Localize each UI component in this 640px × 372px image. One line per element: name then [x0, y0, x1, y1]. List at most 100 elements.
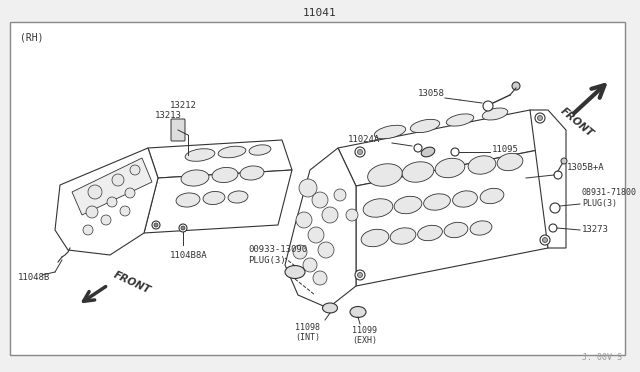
Text: 11024A: 11024A	[348, 135, 380, 144]
Ellipse shape	[482, 108, 508, 120]
Circle shape	[540, 235, 550, 245]
Ellipse shape	[497, 153, 523, 171]
Text: 11041: 11041	[303, 8, 337, 18]
Ellipse shape	[446, 114, 474, 126]
Text: (RH): (RH)	[20, 33, 44, 43]
Ellipse shape	[212, 167, 238, 183]
Circle shape	[318, 242, 334, 258]
Ellipse shape	[390, 228, 416, 244]
Circle shape	[483, 101, 493, 111]
Circle shape	[313, 271, 327, 285]
Circle shape	[296, 212, 312, 228]
Ellipse shape	[218, 146, 246, 158]
Text: FRONT: FRONT	[558, 105, 595, 139]
Circle shape	[107, 197, 117, 207]
Circle shape	[550, 203, 560, 213]
Bar	[10, 22, 625, 355]
Text: 13212: 13212	[170, 100, 197, 109]
Circle shape	[181, 226, 185, 230]
Text: J: 00V S: J: 00V S	[582, 353, 622, 362]
Text: 11095: 11095	[492, 145, 519, 154]
Circle shape	[355, 147, 365, 157]
Ellipse shape	[363, 199, 393, 217]
Ellipse shape	[374, 125, 406, 139]
Polygon shape	[530, 110, 566, 248]
Ellipse shape	[203, 192, 225, 205]
Circle shape	[512, 82, 520, 90]
Ellipse shape	[361, 229, 389, 247]
Ellipse shape	[323, 303, 337, 313]
Ellipse shape	[470, 221, 492, 235]
Text: 1305B+A: 1305B+A	[567, 164, 605, 173]
Ellipse shape	[181, 170, 209, 186]
Text: 11048B: 11048B	[18, 273, 51, 282]
Ellipse shape	[402, 162, 434, 182]
Ellipse shape	[249, 145, 271, 155]
FancyBboxPatch shape	[171, 119, 185, 141]
Text: 13273: 13273	[582, 225, 609, 234]
Circle shape	[543, 237, 547, 243]
Text: 13058: 13058	[418, 90, 445, 99]
Circle shape	[346, 209, 358, 221]
Ellipse shape	[228, 191, 248, 203]
Circle shape	[101, 215, 111, 225]
Circle shape	[549, 224, 557, 232]
Circle shape	[355, 270, 365, 280]
Circle shape	[308, 227, 324, 243]
Text: 13213: 13213	[155, 110, 182, 119]
Ellipse shape	[418, 225, 442, 241]
Ellipse shape	[240, 166, 264, 180]
Ellipse shape	[444, 222, 468, 238]
Circle shape	[83, 225, 93, 235]
Circle shape	[179, 224, 187, 232]
Polygon shape	[356, 148, 548, 286]
Polygon shape	[338, 110, 548, 186]
Ellipse shape	[480, 188, 504, 204]
Circle shape	[538, 115, 543, 121]
Circle shape	[120, 206, 130, 216]
Text: 08931-71800
PLUG(3): 08931-71800 PLUG(3)	[582, 188, 637, 208]
Circle shape	[414, 144, 422, 152]
Ellipse shape	[452, 191, 477, 207]
Circle shape	[112, 174, 124, 186]
Circle shape	[88, 185, 102, 199]
Circle shape	[152, 221, 160, 229]
Circle shape	[322, 207, 338, 223]
Ellipse shape	[350, 307, 366, 317]
Circle shape	[561, 158, 567, 164]
Polygon shape	[72, 158, 152, 215]
Text: 11099
(EXH): 11099 (EXH)	[352, 326, 377, 345]
Ellipse shape	[435, 158, 465, 178]
Ellipse shape	[421, 147, 435, 157]
Ellipse shape	[367, 164, 403, 186]
Text: 11098
(INT): 11098 (INT)	[296, 323, 321, 342]
Ellipse shape	[410, 119, 440, 133]
Circle shape	[312, 192, 328, 208]
Polygon shape	[144, 170, 292, 233]
Circle shape	[299, 179, 317, 197]
Circle shape	[358, 150, 362, 154]
Circle shape	[125, 188, 135, 198]
Polygon shape	[285, 148, 356, 308]
Ellipse shape	[468, 156, 496, 174]
Ellipse shape	[185, 149, 215, 161]
Circle shape	[303, 258, 317, 272]
Circle shape	[535, 113, 545, 123]
Circle shape	[130, 165, 140, 175]
Ellipse shape	[394, 196, 422, 214]
Text: FRONT: FRONT	[112, 270, 152, 296]
Circle shape	[334, 189, 346, 201]
Ellipse shape	[424, 194, 451, 210]
Circle shape	[293, 245, 307, 259]
Polygon shape	[55, 148, 158, 255]
Circle shape	[358, 273, 362, 278]
Circle shape	[86, 206, 98, 218]
Circle shape	[554, 171, 562, 179]
Circle shape	[154, 223, 158, 227]
Text: 1104B8A: 1104B8A	[170, 251, 207, 260]
Circle shape	[451, 148, 459, 156]
Polygon shape	[148, 140, 292, 178]
Text: 00933-13090
PLUG(3): 00933-13090 PLUG(3)	[248, 245, 307, 265]
Ellipse shape	[285, 266, 305, 279]
Ellipse shape	[176, 193, 200, 207]
